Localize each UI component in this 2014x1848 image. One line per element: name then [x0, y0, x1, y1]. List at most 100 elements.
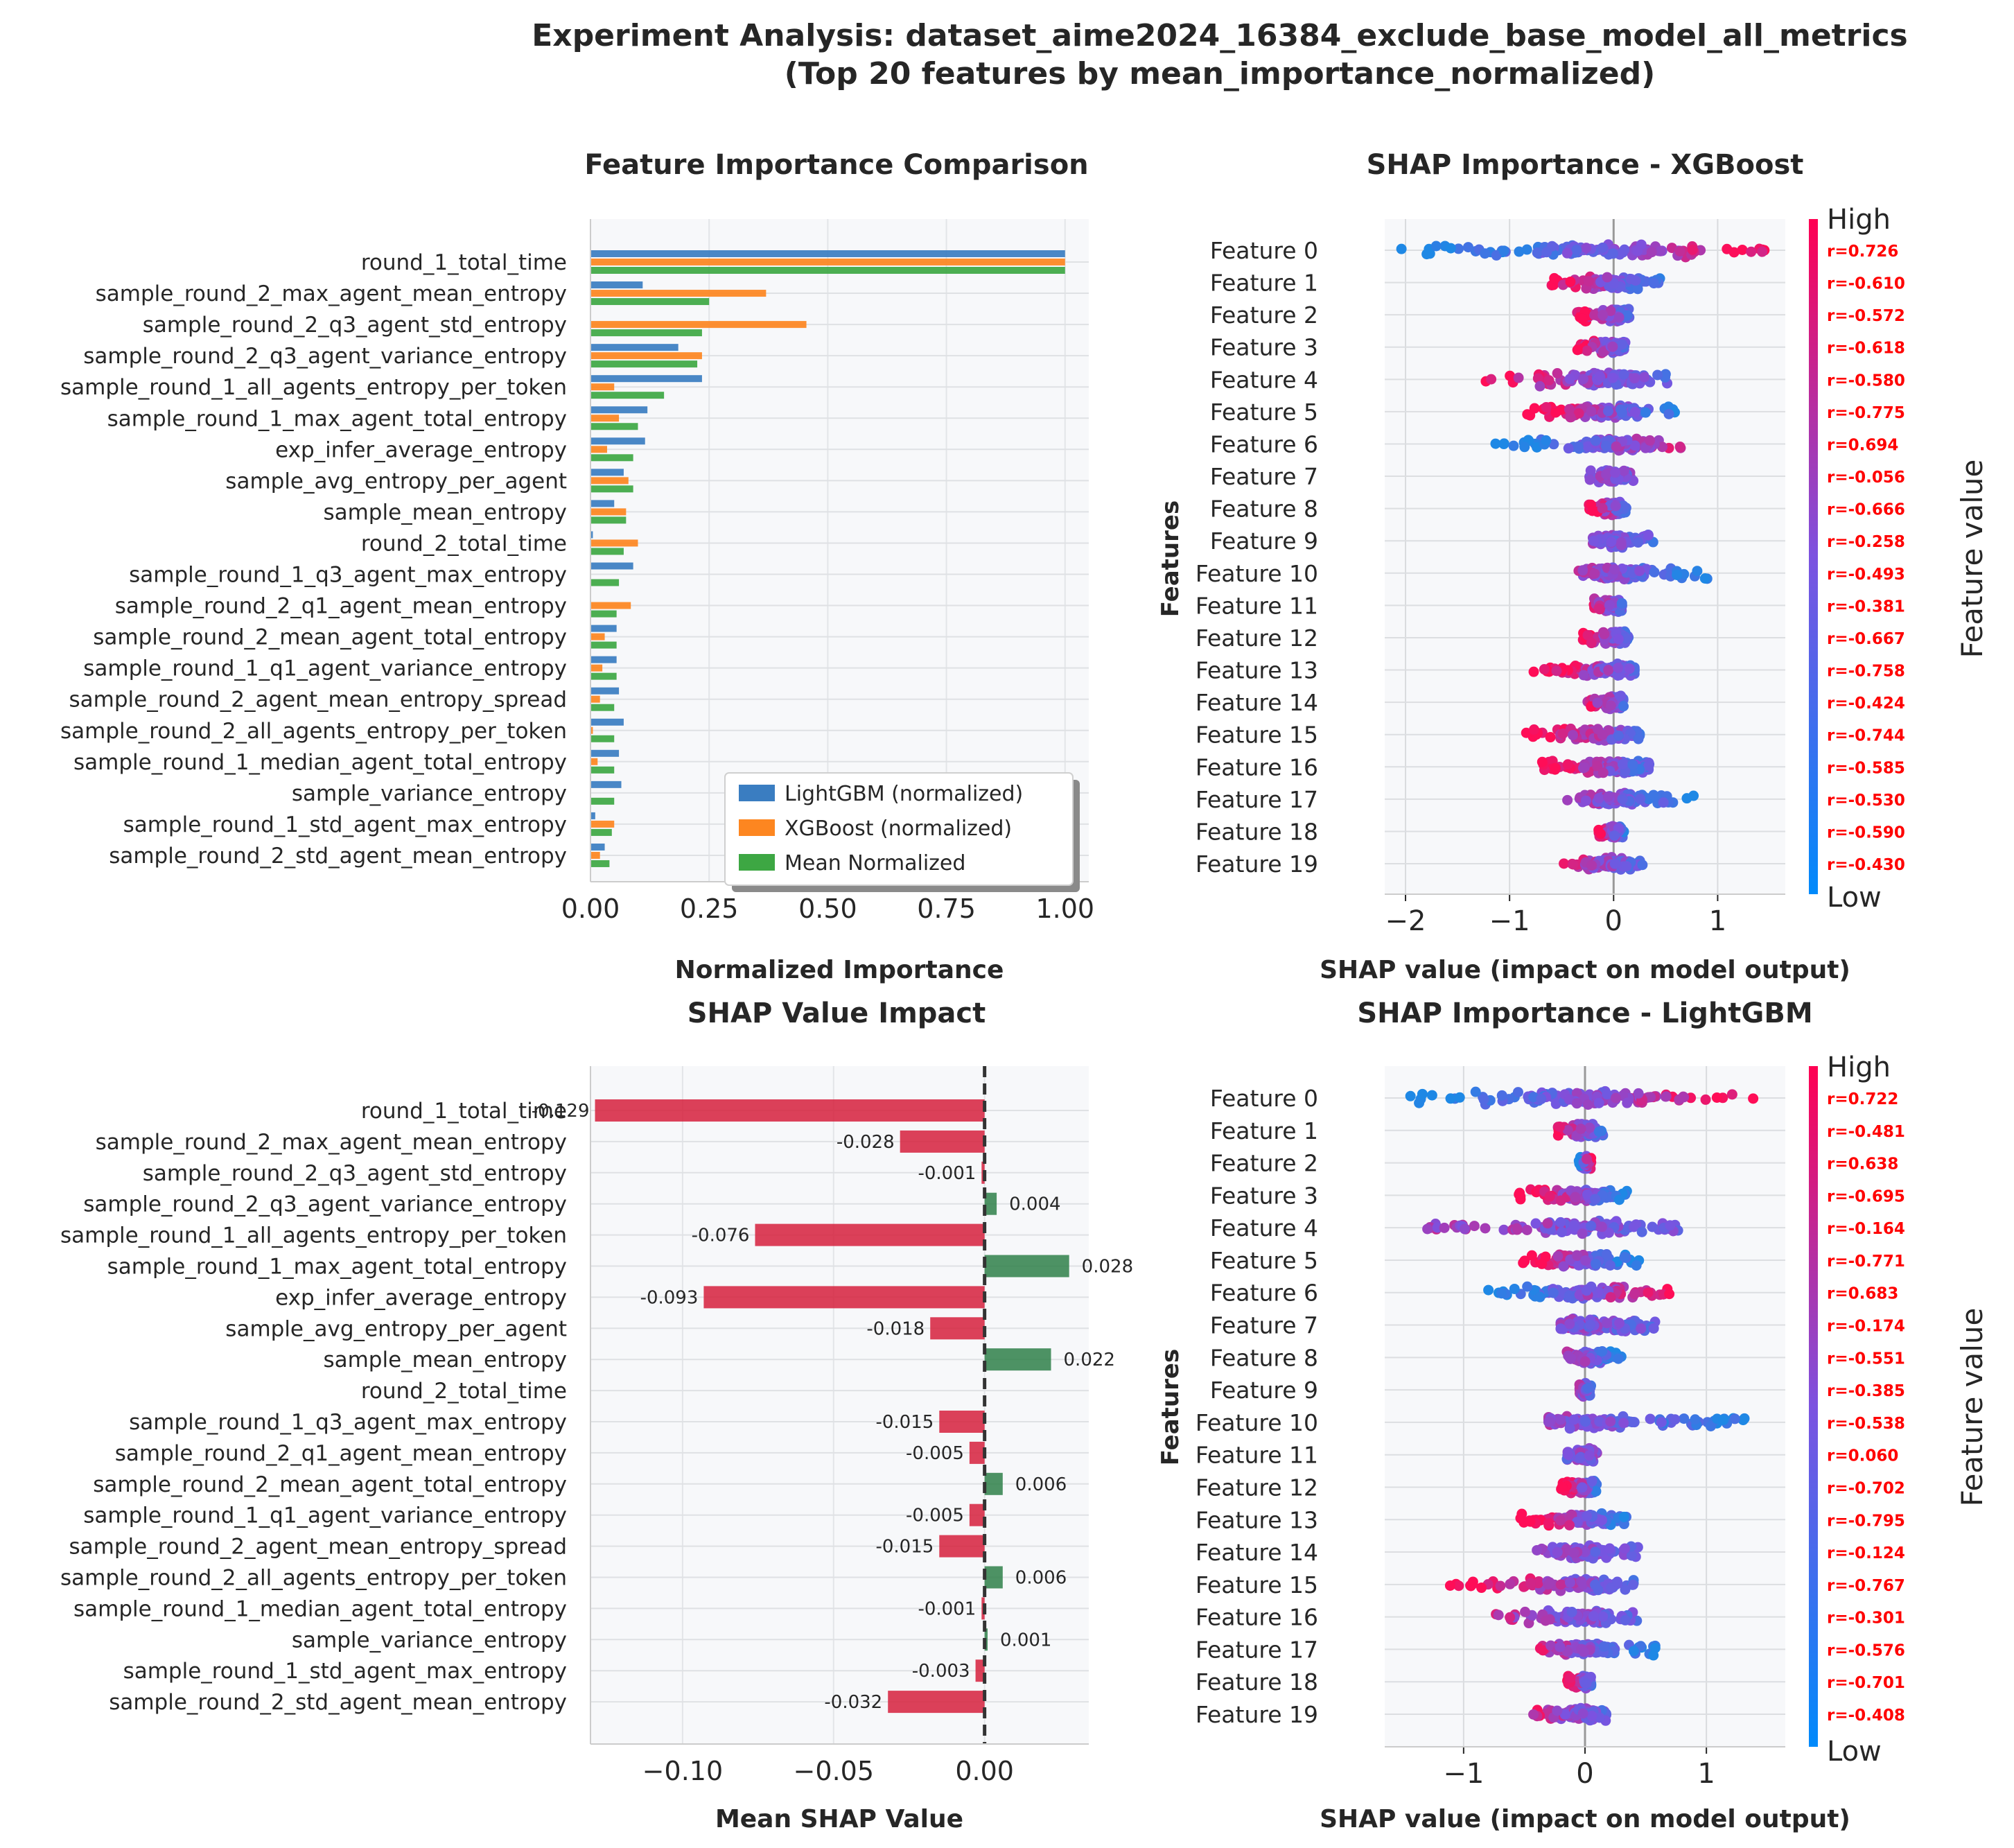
correlation-label: r=-0.618 — [1827, 340, 1905, 358]
bar-mean — [590, 267, 1065, 274]
x-tick-label: 0 — [1576, 1758, 1593, 1790]
shap-point — [1552, 1546, 1563, 1558]
y-tick-label: sample_round_2_agent_mean_entropy_spread — [69, 1535, 567, 1560]
shap-point — [1590, 1579, 1601, 1590]
bar-lightgbm — [590, 625, 617, 632]
bar-lightgbm — [590, 843, 605, 851]
correlation-label: r=-0.585 — [1827, 759, 1905, 777]
value-label: -0.003 — [912, 1661, 970, 1682]
colorbar — [1809, 219, 1818, 894]
shap-point — [1426, 1090, 1437, 1101]
value-label: 0.022 — [1064, 1350, 1115, 1370]
legend-label-mean: Mean Normalized — [785, 851, 965, 875]
y-tick-label: sample_round_2_all_agents_entropy_per_to… — [60, 1566, 567, 1591]
bar-xgboost — [590, 602, 631, 609]
correlation-label: r=-0.610 — [1827, 275, 1905, 293]
shap-point — [1617, 794, 1628, 805]
bar-mean — [590, 610, 617, 618]
shap-point — [1613, 1353, 1624, 1364]
shap-point — [1605, 1416, 1616, 1427]
bar-xgboost — [590, 446, 607, 453]
shap-point — [1552, 1705, 1563, 1716]
shap-point — [1639, 372, 1650, 383]
y-tick-label: sample_round_1_all_agents_entropy_per_to… — [60, 375, 567, 400]
shap-point — [1542, 1218, 1553, 1229]
correlation-label: r=-0.795 — [1827, 1512, 1905, 1530]
bar-mean — [590, 579, 620, 586]
shap-point — [1444, 1580, 1455, 1591]
shap-point — [1634, 566, 1645, 577]
shap-point — [1746, 246, 1757, 257]
shap-point — [1520, 1606, 1531, 1617]
legend[interactable]: LightGBM (normalized) XGBoost (normalize… — [724, 772, 1080, 892]
shap-point — [1550, 762, 1561, 774]
x-tick-labels: −1 0 1 — [1443, 1758, 1715, 1790]
shap-point — [1577, 374, 1588, 385]
shap-point — [1622, 1097, 1633, 1108]
y-tick-label: Feature 4 — [1210, 366, 1318, 393]
legend-swatch-xgboost — [739, 819, 775, 836]
x-axis-label: SHAP value (impact on model output) — [1320, 956, 1850, 984]
shap-point — [1588, 309, 1600, 320]
shap-point — [1480, 1223, 1491, 1234]
y-tick-label: round_1_total_time — [361, 250, 567, 275]
shap-point — [1555, 1515, 1566, 1526]
bar-mean — [590, 485, 633, 493]
bar-mean — [590, 797, 615, 805]
value-label: -0.001 — [918, 1598, 976, 1619]
shap-point — [1602, 272, 1613, 283]
shap-point — [1519, 442, 1530, 453]
shap-point — [1498, 245, 1509, 256]
shap-point — [1515, 1513, 1526, 1524]
shap-point — [1532, 1544, 1543, 1555]
shap-point — [1536, 1093, 1547, 1104]
shap-point — [1619, 1252, 1630, 1263]
bar-positive — [984, 1472, 1003, 1495]
shap-point — [1613, 1194, 1625, 1205]
y-tick-label: Feature 7 — [1210, 1312, 1318, 1339]
shap-point — [1679, 1092, 1690, 1103]
shap-point — [1674, 245, 1685, 256]
bar-negative — [595, 1099, 985, 1122]
shap-point — [1555, 1414, 1566, 1425]
bar-mean — [590, 298, 710, 306]
shap-point — [1597, 1611, 1609, 1622]
shap-point — [1687, 244, 1698, 255]
shap-point — [1491, 250, 1502, 261]
shap-point — [1528, 1709, 1539, 1720]
bar-mean — [590, 548, 624, 555]
shap-point — [1597, 767, 1609, 778]
panel-title: SHAP Importance - XGBoost — [1367, 149, 1804, 181]
bar-negative — [703, 1286, 985, 1309]
correlation-label: r=-0.576 — [1827, 1641, 1905, 1659]
shap-point — [1421, 249, 1433, 260]
shap-points — [1396, 239, 1770, 875]
x-axis-label: Normalized Importance — [675, 956, 1004, 984]
x-tick-label: 0 — [1605, 905, 1622, 937]
shap-point — [1521, 727, 1532, 738]
y-tick-label: sample_avg_entropy_per_agent — [225, 469, 567, 494]
y-tick-label: sample_round_2_q1_agent_mean_entropy — [115, 1441, 567, 1466]
y-tick-label: Feature 19 — [1196, 851, 1318, 878]
x-tick-label: 1 — [1697, 1758, 1715, 1790]
legend-swatch-lightgbm — [739, 785, 775, 801]
value-label: -0.028 — [837, 1132, 895, 1153]
shap-point — [1613, 634, 1624, 645]
y-tick-label: sample_round_1_max_agent_total_entropy — [107, 406, 567, 431]
shap-point — [1646, 247, 1657, 258]
value-label: -0.005 — [906, 1506, 964, 1526]
bar-mean — [590, 641, 617, 649]
shap-point — [1601, 469, 1612, 480]
x-tick-label: 0.00 — [955, 1756, 1014, 1786]
y-tick-label: sample_variance_entropy — [292, 1628, 567, 1653]
shap-point — [1591, 1259, 1602, 1270]
shap-point — [1512, 1087, 1523, 1098]
shap-point — [1597, 242, 1608, 253]
shap-point — [1599, 629, 1610, 640]
correlation-label: r=-0.301 — [1827, 1610, 1905, 1628]
y-tick-label: Feature 16 — [1196, 753, 1318, 781]
y-tick-label: sample_round_2_mean_agent_total_entropy — [93, 1472, 567, 1497]
shap-point — [1554, 1122, 1565, 1133]
shap-point — [1562, 794, 1573, 805]
